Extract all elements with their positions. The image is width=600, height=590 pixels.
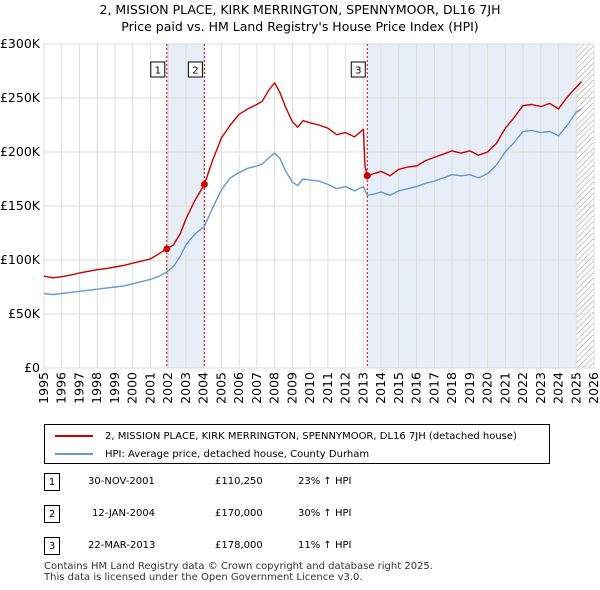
x-tick-label: 2021 xyxy=(497,372,512,404)
x-tick-label: 1995 xyxy=(36,372,51,404)
sale-date: 22-MAR-2013 xyxy=(88,540,156,551)
x-tick-label: 1999 xyxy=(107,372,122,404)
sale-label-text: 2 xyxy=(192,66,198,77)
property-price-line xyxy=(43,81,583,279)
legend-swatch-hpi xyxy=(55,453,93,455)
y-tick-label: £150K xyxy=(0,198,41,213)
footer-licence: This data is licensed under the Open Gov… xyxy=(44,572,363,583)
x-tick-label: 2023 xyxy=(533,372,548,404)
sale-hpi-diff: 23% ↑ HPI xyxy=(298,476,352,487)
x-tick-label: 2013 xyxy=(355,372,370,404)
x-tick-label: 1996 xyxy=(54,372,69,404)
sale-row: 3 22-MAR-2013 £178,000 11% ↑ HPI xyxy=(44,537,564,557)
sale-point xyxy=(163,245,171,253)
y-tick-label: £100K xyxy=(0,252,41,267)
x-tick-label: 2020 xyxy=(480,372,495,404)
x-tick-label: 2011 xyxy=(320,372,335,404)
x-tick-label: 2010 xyxy=(302,372,317,404)
sale-price: £178,000 xyxy=(215,540,263,551)
x-tick-label: 2019 xyxy=(462,372,477,404)
legend-item-property: 2, MISSION PLACE, KIRK MERRINGTON, SPENN… xyxy=(55,427,517,445)
sale-row: 2 12-JAN-2004 £170,000 30% ↑ HPI xyxy=(44,505,564,525)
sale-label-text: 1 xyxy=(155,66,161,77)
x-tick-label: 2015 xyxy=(391,372,406,404)
x-tick-label: 2016 xyxy=(409,372,424,404)
footer-attribution: Contains HM Land Registry data © Crown c… xyxy=(44,561,433,583)
sale-label-box xyxy=(187,61,203,78)
x-tick-label: 2005 xyxy=(213,372,228,404)
x-tick-label: 2002 xyxy=(160,372,175,404)
sale-label-box xyxy=(350,61,366,78)
sale-number-badge: 2 xyxy=(44,505,60,523)
x-tick-label: 2009 xyxy=(284,372,299,404)
y-tick-label: £200K xyxy=(0,144,41,159)
legend-label-property: 2, MISSION PLACE, KIRK MERRINGTON, SPENN… xyxy=(105,430,517,442)
x-tick-label: 2003 xyxy=(178,372,193,404)
sale-price: £170,000 xyxy=(215,508,263,519)
x-tick-label: 2017 xyxy=(426,372,441,404)
sale-number-badge: 1 xyxy=(44,473,60,491)
x-tick-label: 2004 xyxy=(196,372,211,404)
x-tick-label: 2006 xyxy=(231,372,246,404)
x-tick-label: 2025 xyxy=(568,372,583,404)
x-tick-label: 2007 xyxy=(249,372,264,404)
y-tick-label: £250K xyxy=(0,90,41,105)
sale-point xyxy=(363,172,371,180)
x-tick-label: 2022 xyxy=(515,372,530,404)
x-tick-label: 2026 xyxy=(586,372,600,404)
y-tick-label: £300K xyxy=(0,36,41,51)
x-tick-label: 1997 xyxy=(71,372,86,404)
sale-label-text: 3 xyxy=(355,66,361,77)
x-tick-label: 2000 xyxy=(125,372,140,404)
legend-swatch-property xyxy=(55,435,93,437)
sale-label-box xyxy=(150,61,166,78)
chart-legend: 2, MISSION PLACE, KIRK MERRINGTON, SPENN… xyxy=(44,424,550,464)
sale-point xyxy=(200,180,208,188)
legend-item-hpi: HPI: Average price, detached house, Coun… xyxy=(55,445,369,463)
x-tick-label: 2018 xyxy=(444,372,459,404)
x-tick-label: 2001 xyxy=(142,372,157,404)
sale-number-badge: 3 xyxy=(44,537,60,555)
x-tick-label: 2012 xyxy=(338,372,353,404)
sale-price: £110,250 xyxy=(215,476,263,487)
sale-hpi-diff: 11% ↑ HPI xyxy=(298,540,352,551)
chart-subtitle: Price paid vs. HM Land Registry's House … xyxy=(121,19,478,34)
x-tick-label: 2024 xyxy=(551,372,566,404)
chart-title: 2, MISSION PLACE, KIRK MERRINGTON, SPENN… xyxy=(100,2,501,17)
x-tick-label: 2008 xyxy=(267,372,282,404)
legend-label-hpi: HPI: Average price, detached house, Coun… xyxy=(105,448,370,460)
sale-date: 12-JAN-2004 xyxy=(92,508,156,519)
sale-date: 30-NOV-2001 xyxy=(88,476,155,487)
price-chart: 2, MISSION PLACE, KIRK MERRINGTON, SPENN… xyxy=(0,2,600,404)
sale-hpi-diff: 30% ↑ HPI xyxy=(298,508,352,519)
hpi-line xyxy=(43,108,582,296)
y-tick-label: £50K xyxy=(8,306,41,321)
x-tick-label: 2014 xyxy=(373,372,388,404)
sale-row: 1 30-NOV-2001 £110,250 23% ↑ HPI xyxy=(44,473,564,493)
footer-copyright: Contains HM Land Registry data © Crown c… xyxy=(44,561,433,572)
y-tick-label: £0 xyxy=(24,360,40,375)
x-tick-label: 1998 xyxy=(89,372,104,404)
